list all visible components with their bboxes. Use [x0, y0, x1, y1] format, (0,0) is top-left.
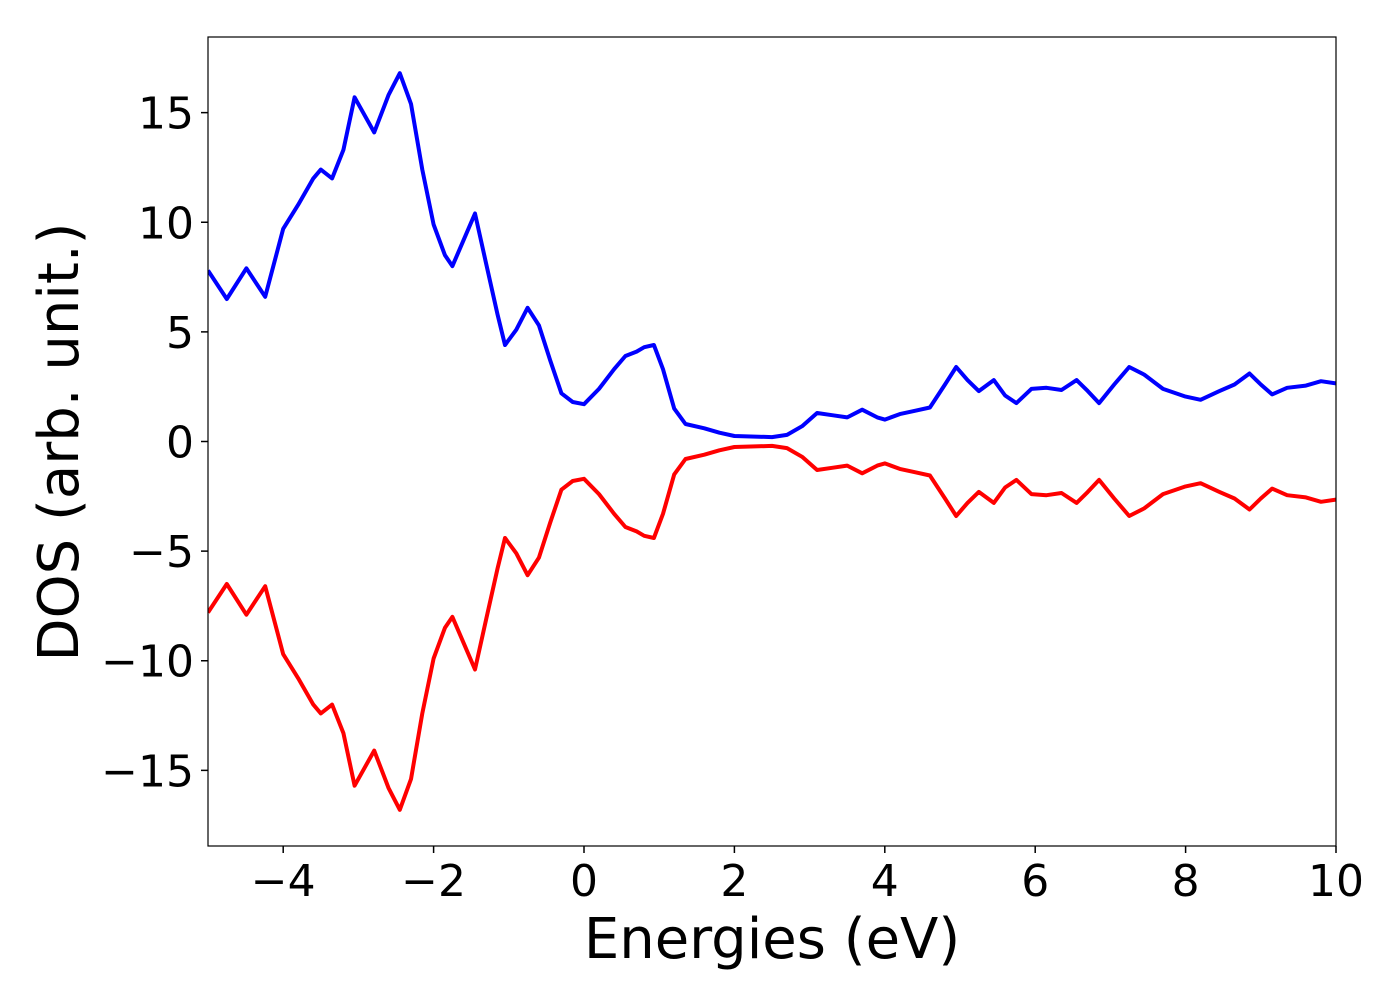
y-tick-label: −5 — [129, 527, 194, 578]
y-axis-label: DOS (arb. unit.) — [27, 222, 92, 661]
y-tick-label: 0 — [166, 418, 194, 469]
y-tick-label: −15 — [101, 746, 194, 797]
x-tick-label: −2 — [401, 856, 466, 907]
x-tick-label: 6 — [1021, 856, 1049, 907]
y-tick-label: −10 — [101, 637, 194, 688]
x-tick-label: 0 — [570, 856, 598, 907]
x-tick-label: 10 — [1308, 856, 1364, 907]
x-tick-label: 4 — [871, 856, 899, 907]
data-line — [208, 71, 1336, 440]
x-axis-label: Energies (eV) — [584, 907, 960, 972]
x-tick-label: 8 — [1172, 856, 1200, 907]
plot-frame — [207, 36, 1337, 847]
data-line — [208, 443, 1336, 812]
y-tick-label: 5 — [166, 308, 194, 359]
x-tick-label: 2 — [720, 856, 748, 907]
y-tick-label: 15 — [138, 89, 194, 140]
x-tick-label: −4 — [251, 856, 316, 907]
y-tick-label: 10 — [138, 198, 194, 249]
